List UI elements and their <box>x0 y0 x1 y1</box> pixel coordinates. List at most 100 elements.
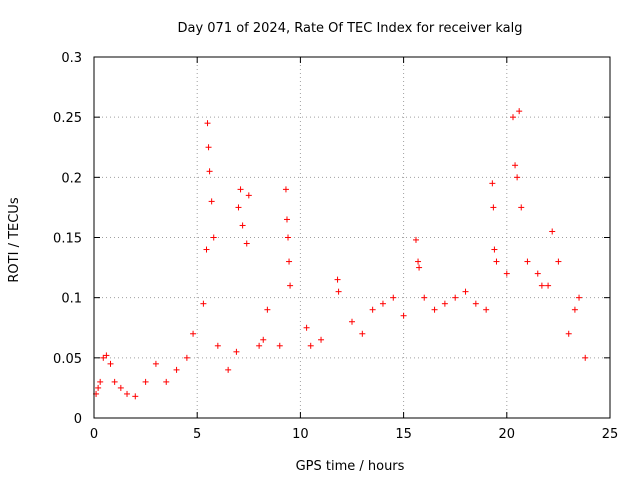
x-tick-label: 10 <box>292 427 309 442</box>
data-point <box>256 342 263 349</box>
data-point <box>107 360 114 367</box>
x-tick-label: 20 <box>499 427 516 442</box>
data-point <box>493 258 500 265</box>
x-tick-label: 5 <box>193 427 201 442</box>
data-point <box>200 300 207 307</box>
data-point <box>235 204 242 211</box>
y-tick-label: 0.05 <box>53 352 82 367</box>
x-tick-label: 25 <box>602 427 619 442</box>
data-point <box>390 294 397 301</box>
data-point <box>545 282 552 289</box>
data-point <box>307 342 314 349</box>
data-point <box>205 144 212 151</box>
data-point <box>441 300 448 307</box>
data-point <box>285 234 292 241</box>
data-point <box>431 306 438 313</box>
grid-lines <box>94 57 610 418</box>
data-point <box>452 294 459 301</box>
data-point <box>549 228 556 235</box>
data-point <box>518 204 525 211</box>
data-point <box>100 354 107 361</box>
data-point <box>491 246 498 253</box>
data-point <box>283 216 290 223</box>
data-point <box>571 306 578 313</box>
data-point <box>303 324 310 331</box>
y-tick-label: 0.1 <box>61 292 82 307</box>
data-point <box>276 342 283 349</box>
axis-ticks: 0 5 10 15 20 25 0 0.05 0.1 0.15 0.2 0.25 0.3 <box>53 51 618 442</box>
data-point <box>264 306 271 313</box>
data-point <box>287 282 294 289</box>
data-point <box>421 294 428 301</box>
data-point <box>204 120 211 127</box>
data-point <box>514 174 521 181</box>
data-point <box>576 294 583 301</box>
chart-title: Day 071 of 2024, Rate Of TEC Index for r… <box>177 21 522 36</box>
data-point <box>509 114 516 121</box>
scatter-points <box>93 108 589 400</box>
data-point <box>95 384 102 391</box>
data-point <box>516 108 523 115</box>
data-point <box>214 342 221 349</box>
data-point <box>286 258 293 265</box>
data-point <box>97 378 104 385</box>
data-point <box>334 276 341 283</box>
data-point <box>142 378 149 385</box>
data-point <box>555 258 562 265</box>
data-point <box>359 330 366 337</box>
data-point <box>203 246 210 253</box>
y-tick-label: 0 <box>74 412 82 427</box>
data-point <box>173 366 180 373</box>
data-point <box>534 270 541 277</box>
data-point <box>260 336 267 343</box>
data-point <box>318 336 325 343</box>
data-point <box>412 236 419 243</box>
data-point <box>582 354 589 361</box>
data-point <box>210 234 217 241</box>
data-point <box>416 264 423 271</box>
data-point <box>512 162 519 169</box>
y-tick-label: 0.2 <box>61 171 82 186</box>
data-point <box>503 270 510 277</box>
data-point <box>111 378 118 385</box>
data-point <box>183 354 190 361</box>
data-point <box>335 288 342 295</box>
data-point <box>538 282 545 289</box>
data-point <box>163 378 170 385</box>
data-point <box>239 222 246 229</box>
data-point <box>490 204 497 211</box>
data-point <box>565 330 572 337</box>
data-point <box>472 300 479 307</box>
data-point <box>225 366 232 373</box>
data-point <box>483 306 490 313</box>
y-tick-label: 0.25 <box>53 111 82 126</box>
data-point <box>489 180 496 187</box>
x-tick-label: 0 <box>90 427 98 442</box>
data-point <box>379 300 386 307</box>
data-point <box>400 312 407 319</box>
data-point <box>245 192 252 199</box>
y-axis-label: ROTI / TECUs <box>7 197 22 282</box>
y-tick-label: 0.3 <box>61 51 82 66</box>
data-point <box>152 360 159 367</box>
data-point <box>190 330 197 337</box>
data-point <box>208 198 215 205</box>
data-point <box>206 168 213 175</box>
data-point <box>233 348 240 355</box>
data-point <box>282 186 289 193</box>
data-point <box>524 258 531 265</box>
x-axis-label: GPS time / hours <box>296 459 405 474</box>
data-point <box>243 240 250 247</box>
data-point <box>117 384 124 391</box>
y-tick-label: 0.15 <box>53 232 82 247</box>
data-point <box>132 393 139 400</box>
data-point <box>462 288 469 295</box>
data-point <box>124 390 131 397</box>
data-point <box>415 258 422 265</box>
data-point <box>103 352 110 359</box>
x-tick-label: 15 <box>395 427 412 442</box>
data-point <box>369 306 376 313</box>
data-point <box>237 186 244 193</box>
